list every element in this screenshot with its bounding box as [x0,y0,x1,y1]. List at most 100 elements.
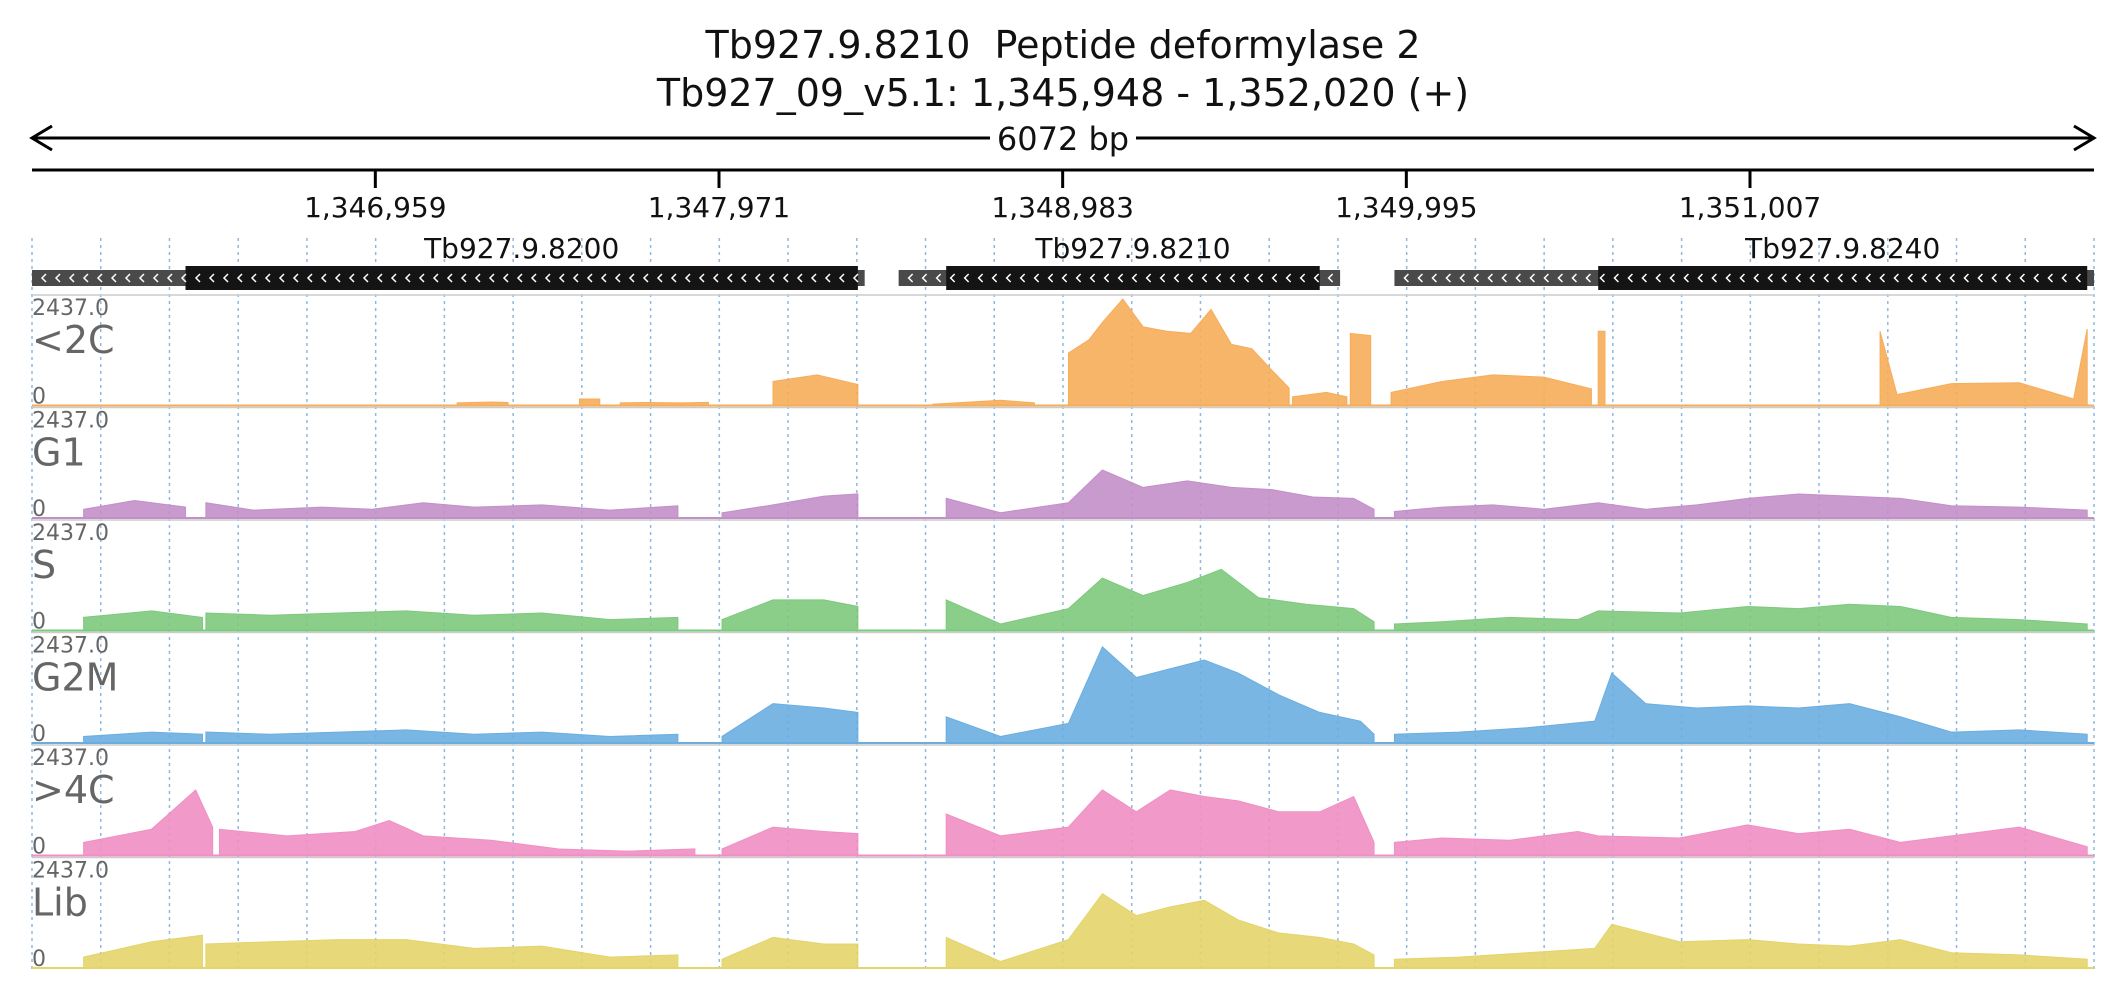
strand-chevron [1229,273,1236,283]
coverage-area [205,729,679,744]
strand-chevron [586,273,593,283]
strand-chevron [1641,273,1647,283]
strand-chevron [1515,273,1521,283]
strand-chevron [460,273,467,283]
strand-chevron [236,273,243,283]
strand-chevron [600,273,607,283]
coverage-area [1393,672,2088,744]
strand-chevron [1977,273,1983,283]
strand-chevron [404,273,411,283]
strand-chevron [1215,273,1222,283]
coverage-area [721,493,859,519]
coverage-track: 2437.0 0 G2M [32,631,2094,747]
strand-chevron [1501,273,1507,283]
strand-chevron [1907,273,1913,283]
strand-chevron [1019,273,1026,283]
strand-chevron [642,273,649,283]
coverage-area [721,599,859,631]
strand-chevron [1655,273,1661,283]
coverage-area [1393,493,2088,519]
strand-chevron [1061,273,1068,283]
strand-chevron [544,273,551,283]
strand-chevron [54,273,61,283]
tick-label: 1,349,995 [1335,191,1478,224]
coverage-area [945,646,1375,744]
strand-chevron [1809,273,1815,283]
strand-chevron [670,273,677,283]
gene-cds [185,266,858,290]
strand-chevron [1299,273,1306,283]
gene-model[interactable]: Tb927.9.8240 [1394,232,2094,290]
gene-label: Tb927.9.8210 [1034,232,1230,265]
strand-chevron [138,273,145,283]
strand-chevron [194,273,201,283]
coverage-tracks: 2437.00<2C2437.00G12437.00S2437.00G2M243… [32,294,2094,972]
strand-chevron [1599,273,1605,283]
coverage-track: 2437.0 0 >4C [32,744,2094,860]
strand-chevron [180,273,187,283]
axis-ticks: 1,346,959 1,347,971 1,348,983 1,349,995 1,35… [304,170,1821,224]
strand-chevron [852,273,859,283]
strand-chevron [1089,273,1096,283]
coverage-area [83,610,203,631]
strand-chevron [1543,273,1549,283]
track-ymin-label: 0 [32,722,46,747]
track-name-label: Lib [32,881,88,925]
track-ymin-label: 0 [32,610,46,635]
strand-chevron [810,273,817,283]
gene-model[interactable]: Tb927.9.8200 [32,232,865,290]
coverage-area [721,826,859,856]
track-name-label: <2C [32,318,115,362]
coverage-area [83,500,186,519]
strand-chevron [1963,273,1969,283]
strand-chevron [306,273,313,283]
strand-chevron [474,273,481,283]
strand-chevron [82,273,89,283]
strand-chevron [40,273,47,283]
coverage-area [218,820,696,856]
coverage-area [1393,603,2088,631]
track-ymin-label: 0 [32,385,46,410]
strand-chevron [838,273,845,283]
strand-chevron [1131,273,1138,283]
gridlines [31,238,2095,970]
strand-chevron [1033,273,1040,283]
strand-chevron [2061,273,2067,283]
strand-chevron [1669,273,1675,283]
strand-chevron [1403,273,1409,283]
track-ymin-label: 0 [32,835,46,860]
strand-chevron [110,273,117,283]
tick-label: 1,348,983 [991,191,1134,224]
gene-label: Tb927.9.8200 [423,232,619,265]
strand-chevron [1445,273,1451,283]
strand-chevron [1921,273,1927,283]
coverage-track: 2437.0 0 <2C [32,294,2094,410]
strand-chevron [754,273,761,283]
strand-chevron [1285,273,1292,283]
coverage-area [945,893,1375,969]
strand-chevron [1417,273,1423,283]
coverage-track: 2437.0 0 S [32,519,2094,635]
coverage-area [205,502,679,519]
strand-chevron [348,273,355,283]
track-ymax-label: 2437.0 [32,521,109,546]
gene-model[interactable]: Tb927.9.8210 [898,232,1341,290]
track-name-label: S [32,543,56,587]
strand-chevron [2075,273,2081,283]
coverage-area [1067,298,1290,406]
strand-chevron [1851,273,1857,283]
strand-chevron [1201,273,1208,283]
track-ymax-label: 2437.0 [32,859,109,884]
coverage-area [945,568,1375,631]
strand-chevron [292,273,299,283]
strand-chevron [530,273,537,283]
strand-chevron [712,273,719,283]
track-ymax-label: 2437.0 [32,746,109,771]
coverage-area [205,610,679,631]
strand-chevron [1243,273,1250,283]
strand-chevron [1935,273,1941,283]
strand-chevron [1767,273,1773,283]
strand-chevron [558,273,565,283]
strand-chevron [1823,273,1829,283]
coverage-area [1879,328,2088,406]
